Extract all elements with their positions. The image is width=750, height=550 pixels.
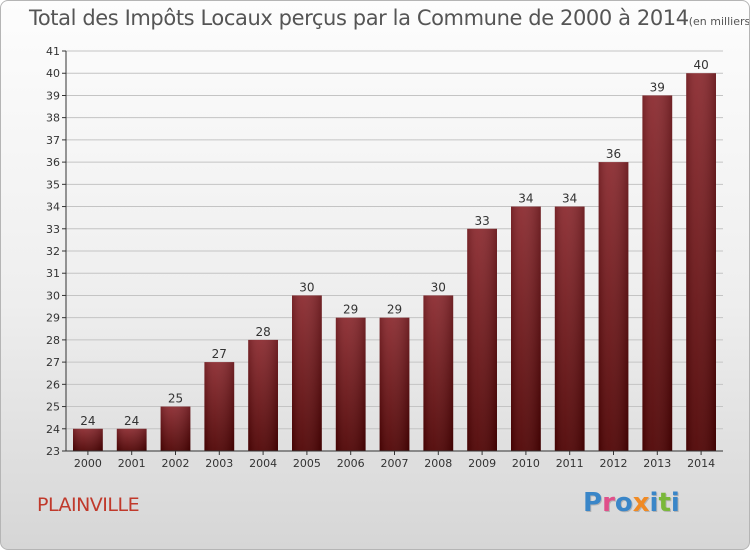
bar-shade (160, 406, 191, 451)
bar-shade (467, 228, 497, 451)
bar-shade (642, 95, 673, 451)
y-tick-label: 24 (46, 423, 60, 436)
bar-value-label: 25 (168, 392, 183, 406)
logo-letter: i (670, 488, 680, 518)
bar-shade (73, 428, 103, 451)
data-labels: 24 24 25 27 28 30 29 29 30 33 34 34 36 39 40 (80, 58, 708, 428)
bar-value-label: 34 (562, 192, 577, 206)
bar-shade (598, 162, 629, 451)
y-tick-label: 23 (46, 445, 60, 458)
logo-letter: t (658, 488, 671, 518)
bar-value-label: 30 (299, 280, 314, 294)
y-tick-label: 38 (46, 112, 60, 125)
chart-title: Total des Impôts Locaux perçus par la Co… (29, 6, 750, 30)
bar-value-label: 29 (343, 303, 358, 317)
bars (73, 73, 716, 451)
bar-value-label: 33 (474, 214, 489, 228)
bar-value-label: 24 (124, 414, 139, 428)
y-tick-label: 25 (46, 401, 60, 414)
y-tick-label: 33 (46, 223, 60, 236)
x-tick-label: 2003 (205, 457, 233, 470)
bar-value-label: 28 (255, 325, 270, 339)
y-tick-label: 32 (46, 245, 60, 258)
bar-shade (248, 339, 278, 451)
bar-value-label: 24 (80, 414, 95, 428)
y-tick-label: 40 (46, 67, 60, 80)
bar-value-label: 34 (518, 192, 533, 206)
y-tick-label: 36 (46, 156, 60, 169)
bar-value-label: 30 (431, 280, 446, 294)
bar-shade (686, 73, 716, 451)
bar-shade (511, 206, 541, 451)
bar-shade (554, 206, 585, 451)
bar-value-label: 27 (212, 347, 227, 361)
x-tick-label: 2001 (118, 457, 146, 470)
bar-shade (335, 317, 366, 451)
x-tick-label: 2000 (74, 457, 102, 470)
y-tick-label: 29 (46, 312, 60, 325)
proxiti-logo: Proxiti (583, 488, 680, 518)
chart-title-unit: (en milliers d'€) (688, 15, 750, 28)
bar-value-label: 36 (606, 147, 621, 161)
axes: 23 24 25 26 27 28 29 30 31 32 33 34 35 36 37 38 39 40 41 20… (46, 45, 723, 470)
y-tick-label: 41 (46, 45, 60, 58)
chart-title-text: Total des Impôts Locaux perçus par la Co… (29, 6, 689, 30)
logo-letter: P (583, 488, 603, 518)
bar-shade (423, 295, 454, 451)
x-tick-label: 2002 (162, 457, 190, 470)
y-tick-label: 27 (46, 356, 60, 369)
logo-letter: r (602, 488, 615, 518)
x-tick-label: 2011 (556, 457, 584, 470)
bar-value-label: 39 (650, 80, 665, 94)
y-tick-label: 35 (46, 178, 60, 191)
y-tick-label: 31 (46, 267, 60, 280)
x-tick-label: 2010 (512, 457, 540, 470)
x-tick-label: 2012 (600, 457, 628, 470)
y-tick-label: 39 (46, 89, 60, 102)
bar-value-label: 29 (387, 303, 402, 317)
x-tick-label: 2014 (687, 457, 715, 470)
x-tick-label: 2008 (424, 457, 452, 470)
x-tick-label: 2013 (643, 457, 671, 470)
logo-letter: i (649, 488, 659, 518)
bar-value-label: 40 (693, 58, 708, 72)
bar-shade (292, 295, 322, 451)
x-tick-label: 2009 (468, 457, 496, 470)
y-tick-label: 28 (46, 334, 60, 347)
bar-shade (379, 317, 410, 451)
bar-shade (116, 428, 147, 451)
y-tick-label: 34 (46, 201, 60, 214)
y-tick-label: 37 (46, 134, 60, 147)
y-tick-label: 30 (46, 289, 60, 302)
x-tick-label: 2006 (337, 457, 365, 470)
x-tick-label: 2004 (249, 457, 277, 470)
x-tick-label: 2007 (381, 457, 409, 470)
commune-name: PLAINVILLE (37, 494, 140, 516)
bar-shade (204, 362, 235, 451)
x-tick-label: 2005 (293, 457, 321, 470)
y-tick-label: 26 (46, 378, 60, 391)
logo-letter: o (614, 488, 633, 518)
logo-letter: x (632, 488, 650, 518)
